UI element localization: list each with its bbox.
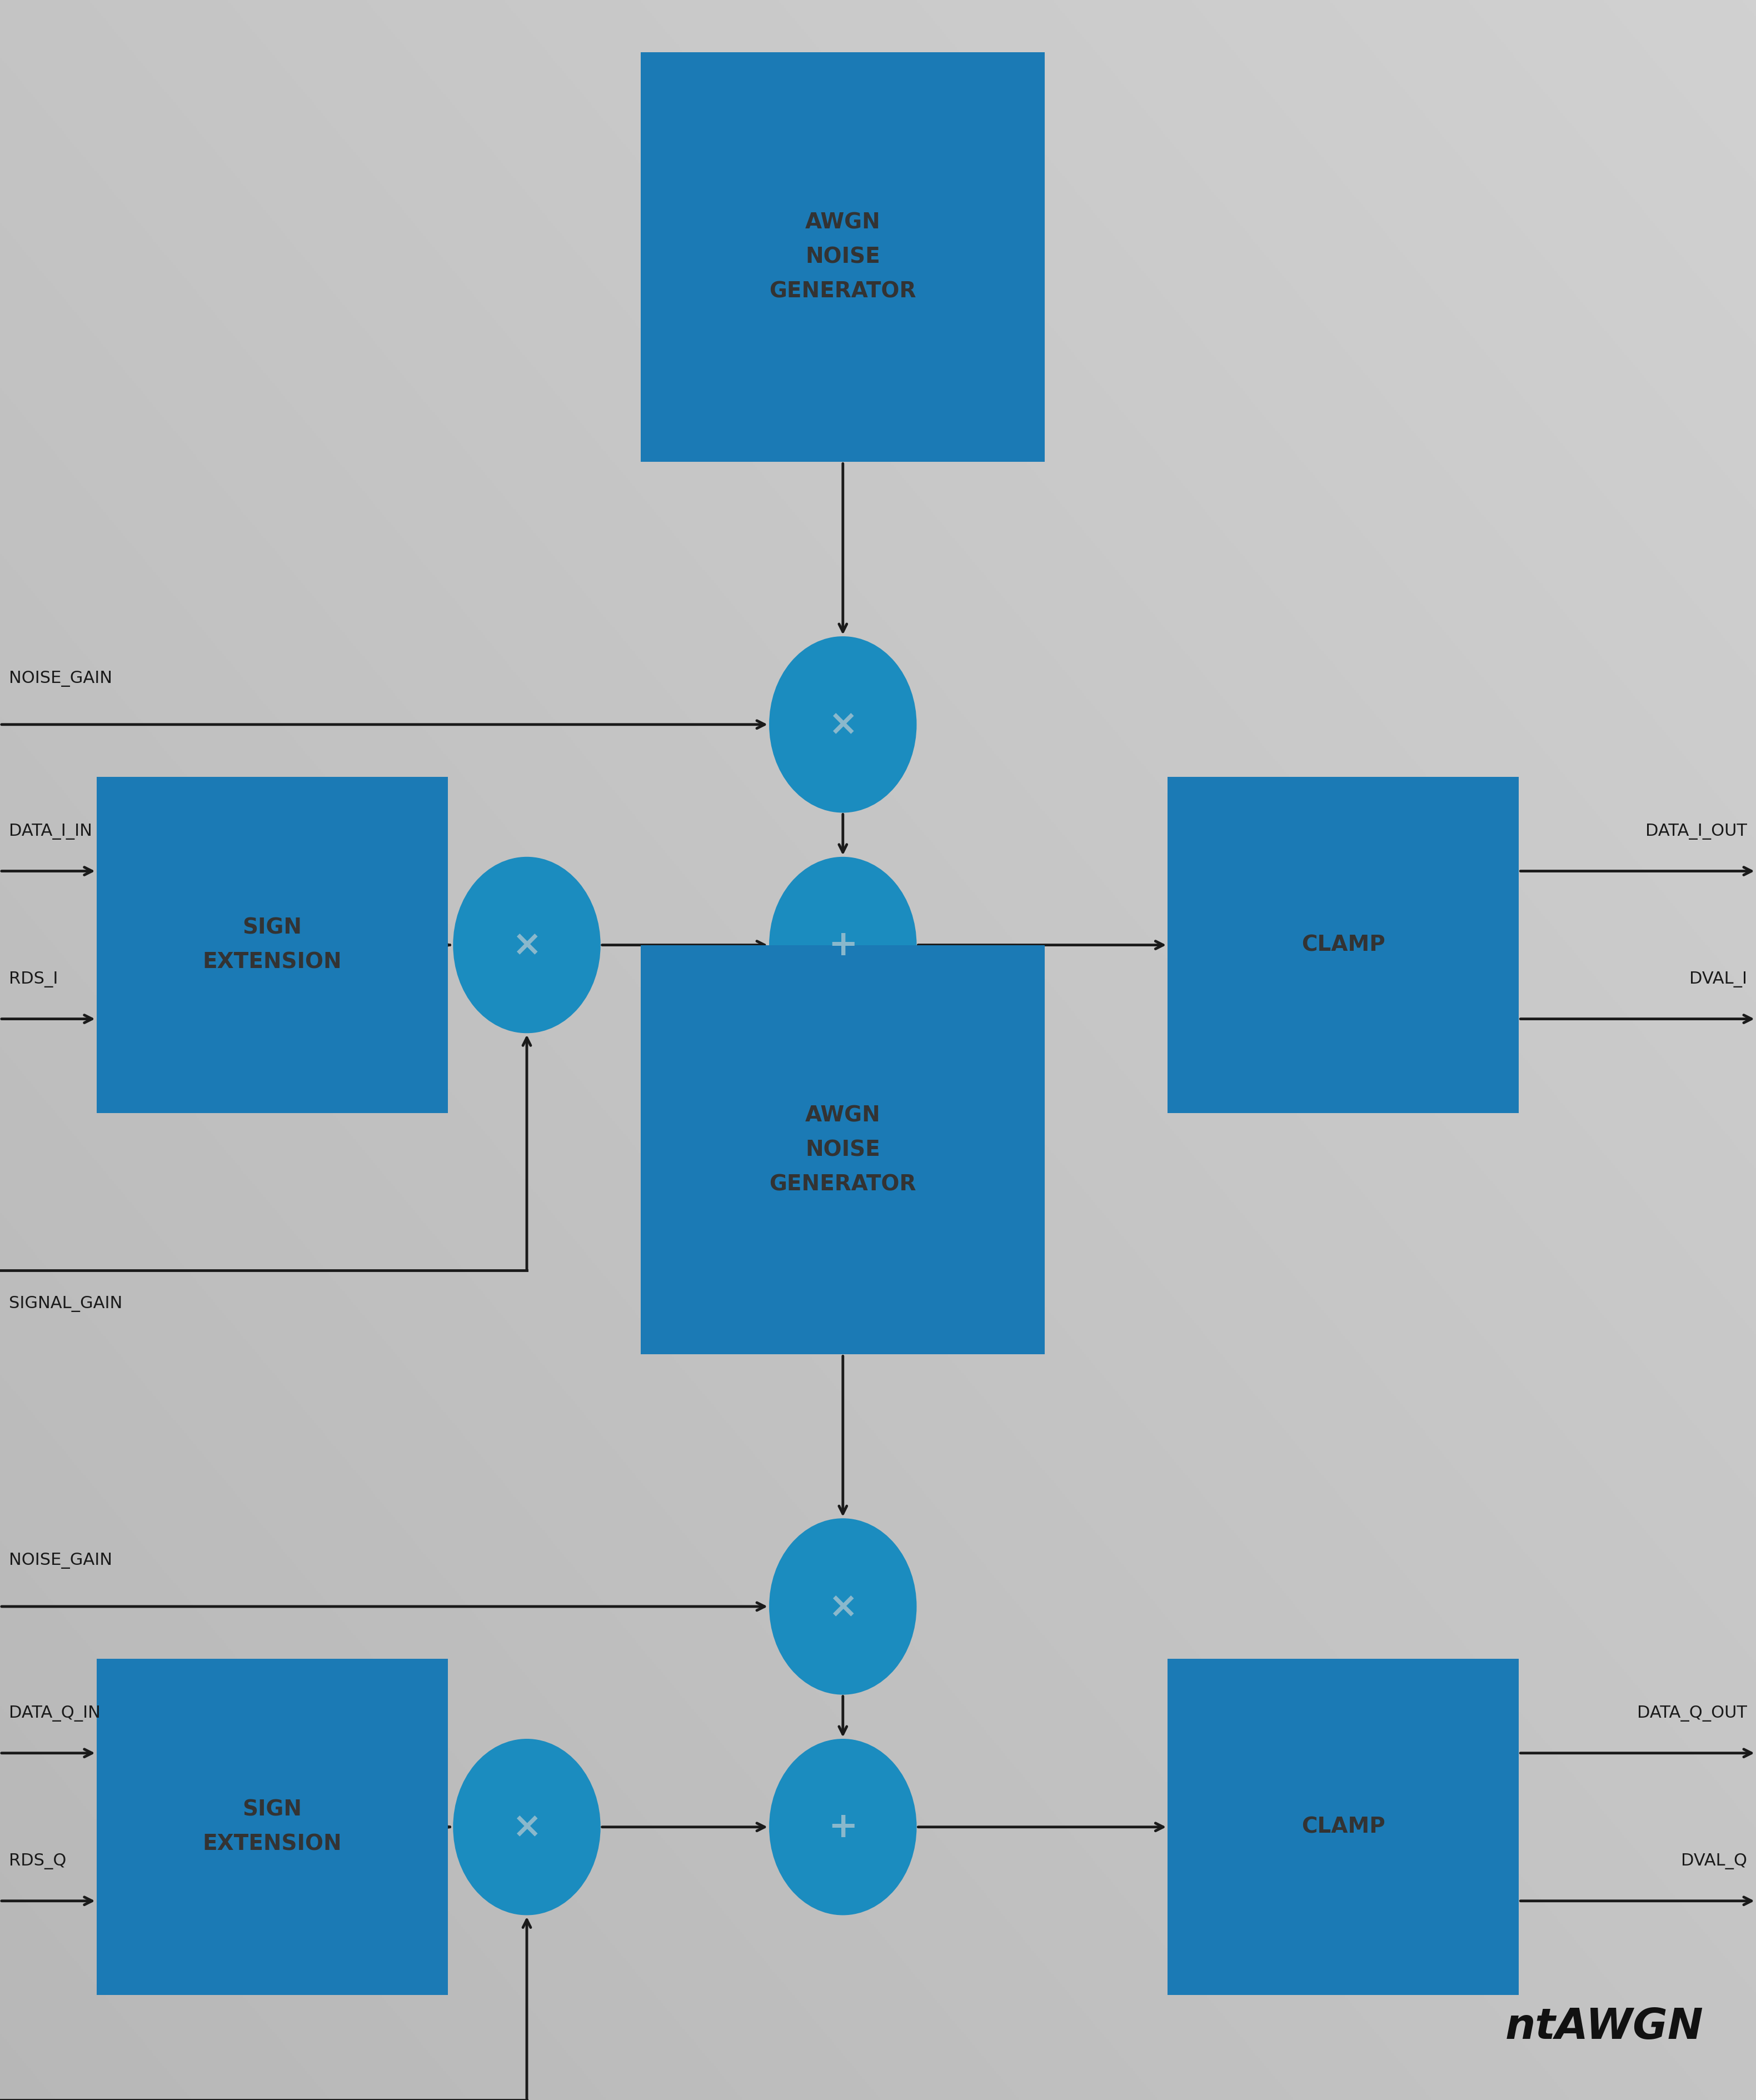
Bar [97,777,448,1113]
Text: AWGN
NOISE
GENERATOR: AWGN NOISE GENERATOR [769,212,917,302]
Text: ntAWGN: ntAWGN [1505,2005,1703,2047]
Text: SIGN
EXTENSION: SIGN EXTENSION [202,918,342,972]
Bar [641,945,1045,1354]
Text: RDS_Q: RDS_Q [9,1854,67,1869]
Text: CLAMP: CLAMP [1301,934,1385,955]
Bar [97,1659,448,1995]
Bar [641,52,1045,462]
Text: SIGNAL_GAIN: SIGNAL_GAIN [9,1296,123,1312]
Text: ×: × [829,708,857,741]
Text: ×: × [513,928,541,962]
Text: ×: × [829,1590,857,1623]
Text: NOISE_GAIN: NOISE_GAIN [9,1552,112,1569]
Text: RDS_I: RDS_I [9,972,58,987]
Text: +: + [829,1810,857,1844]
Text: AWGN
NOISE
GENERATOR: AWGN NOISE GENERATOR [769,1105,917,1195]
Circle shape [769,857,917,1033]
Circle shape [769,636,917,813]
Text: DATA_I_OUT: DATA_I_OUT [1645,823,1747,840]
Circle shape [453,1739,601,1915]
Bar [1168,777,1519,1113]
Circle shape [453,857,601,1033]
Text: DATA_I_IN: DATA_I_IN [9,823,91,840]
Text: +: + [829,928,857,962]
Text: DVAL_I: DVAL_I [1689,972,1747,987]
Text: DVAL_Q: DVAL_Q [1680,1854,1747,1869]
Circle shape [769,1739,917,1915]
Text: SIGN
EXTENSION: SIGN EXTENSION [202,1800,342,1854]
Bar [1168,1659,1519,1995]
Text: DATA_Q_OUT: DATA_Q_OUT [1637,1705,1747,1722]
Text: DATA_Q_IN: DATA_Q_IN [9,1705,100,1722]
Text: CLAMP: CLAMP [1301,1816,1385,1837]
Circle shape [769,1518,917,1695]
Text: ×: × [513,1810,541,1844]
Text: NOISE_GAIN: NOISE_GAIN [9,670,112,687]
